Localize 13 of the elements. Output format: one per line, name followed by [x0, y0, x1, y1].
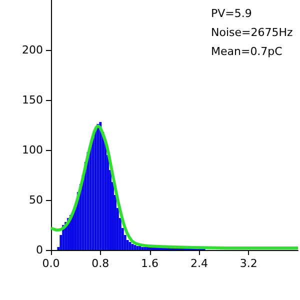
x-tick-label: 1.6: [141, 257, 159, 270]
y-tick-label: 100: [22, 144, 43, 156]
y-tick-label: 200: [22, 44, 43, 56]
x-tick-label: 3.2: [240, 257, 258, 270]
y-tick-label: 0: [36, 244, 43, 256]
x-tick-label: 2.4: [190, 257, 208, 270]
y-tick-label: 50: [29, 194, 43, 206]
y-tick-label: 150: [22, 94, 43, 106]
annotation: Noise=2675Hz: [211, 26, 293, 39]
x-tick-label: 0.0: [42, 257, 60, 270]
annotation: PV=5.9: [211, 7, 252, 20]
annotation: Mean=0.7pC: [211, 45, 283, 58]
x-tick-label: 0.8: [92, 257, 110, 270]
